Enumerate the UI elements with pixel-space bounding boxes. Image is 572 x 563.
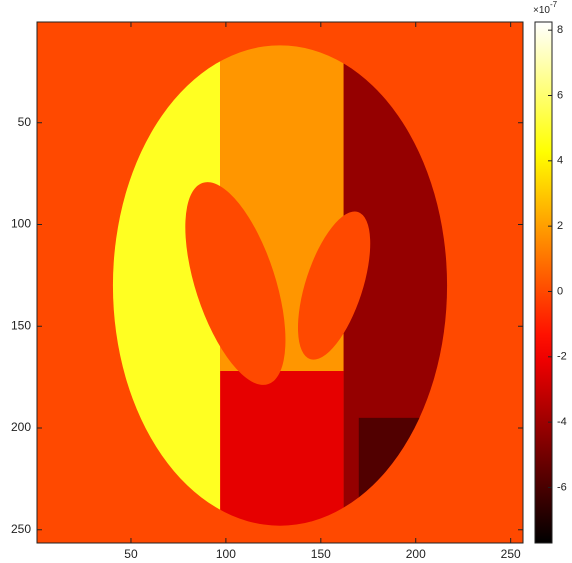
colorbar-tick-label: -4	[557, 416, 567, 428]
colorbar-tick-label: 6	[557, 89, 563, 101]
x-tick-label: 200	[406, 547, 426, 561]
colorbar-scale: ×10-7	[533, 0, 558, 16]
x-tick-label: 150	[311, 547, 331, 561]
colorbar-tick-label: 0	[557, 285, 563, 297]
y-tick-label: 200	[11, 420, 31, 434]
y-tick-label: 150	[11, 318, 31, 332]
x-tick-label: 100	[216, 547, 236, 561]
colorbar-tick-label: 8	[557, 24, 563, 36]
colorbar-tick-label: -6	[557, 481, 567, 493]
colorbar-tick-label: 4	[557, 155, 563, 167]
y-tick-label: 50	[18, 115, 32, 129]
image-area	[37, 21, 523, 544]
colorbar-tick-label: 2	[557, 220, 563, 232]
colorbar	[535, 22, 552, 543]
x-tick-label: 50	[124, 547, 138, 561]
scale-exponent: -7	[550, 0, 558, 9]
colorbar-tick-label: -2	[557, 351, 567, 363]
scale-base: ×10	[533, 5, 550, 16]
figure: ×10-7 50 100 150 200 250 50 100 150 200 250 -6 -4 -2…	[0, 0, 572, 563]
y-tick-label: 250	[11, 522, 31, 536]
x-tick-label: 250	[501, 547, 521, 561]
y-tick-label: 100	[11, 217, 31, 231]
